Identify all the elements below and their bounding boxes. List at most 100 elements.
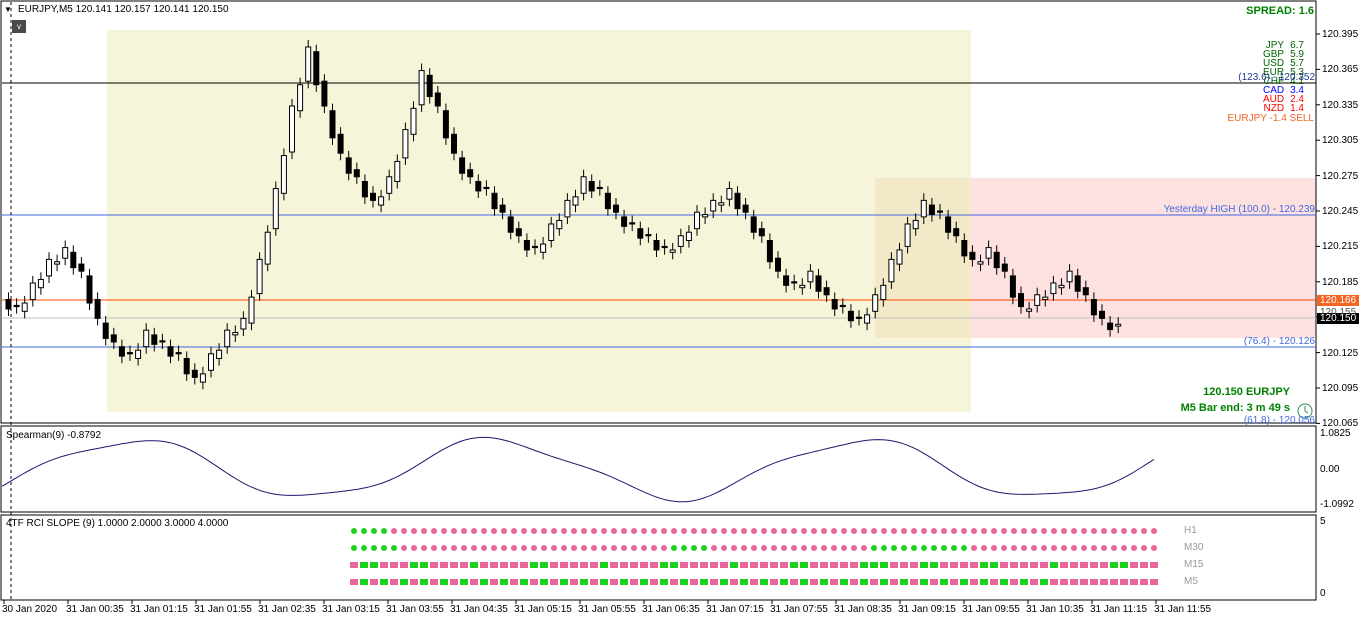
rci-dot <box>781 545 787 551</box>
candle-body <box>280 155 287 194</box>
rci-dot <box>350 579 358 585</box>
rci-label: 4TF RCI SLOPE (9) 1.0000 2.0000 3.0000 4… <box>6 518 229 529</box>
rci-dot <box>351 545 357 551</box>
price-tick-label: 120.395 <box>1322 29 1359 40</box>
rci-dot <box>1030 562 1038 568</box>
rci-dot <box>761 545 767 551</box>
menu-button[interactable]: v <box>12 20 26 33</box>
rci-dot <box>891 545 897 551</box>
rci-dot <box>860 562 868 568</box>
candle-body <box>361 181 368 198</box>
rci-dot <box>621 528 627 534</box>
spearman-line <box>1 436 1155 503</box>
rci-dot <box>780 562 788 568</box>
rci-dot <box>1151 545 1157 551</box>
rci-dot <box>691 545 697 551</box>
rci-dot <box>721 528 727 534</box>
rci-dot <box>540 562 548 568</box>
candle-body <box>272 188 279 230</box>
rci-dot <box>911 545 917 551</box>
rci-dot <box>491 545 497 551</box>
rci-dot <box>1070 562 1078 568</box>
candle-body <box>313 51 320 86</box>
currency-row-cad: CAD 3.4 <box>1263 86 1304 96</box>
fib-618-label: (61.8) - 120.056 <box>1243 415 1315 426</box>
candle-body <box>94 299 101 319</box>
axis-ticks <box>3 33 1320 604</box>
rci-dot <box>871 528 877 534</box>
rci-dot <box>910 579 918 585</box>
rci-dot <box>371 528 377 534</box>
rci-dot <box>421 545 427 551</box>
rci-dot <box>1140 579 1148 585</box>
candle-body <box>880 284 887 300</box>
rci-dot <box>830 579 838 585</box>
candle-body <box>143 329 150 348</box>
rci-dot <box>631 545 637 551</box>
rci-dot <box>561 545 567 551</box>
collapse-arrow-icon[interactable]: ▼ <box>4 5 12 14</box>
spearman-axis-bottom: -1.0992 <box>1320 499 1354 510</box>
candle-body <box>669 249 676 253</box>
currency-value: 5.7 <box>1290 58 1304 69</box>
rci-dot <box>450 579 458 585</box>
rci-dot <box>830 562 838 568</box>
rci-dot <box>970 562 978 568</box>
rci-dot <box>650 562 658 568</box>
rci-dot <box>1011 545 1017 551</box>
rci-dot <box>1120 579 1128 585</box>
rci-dot <box>390 579 398 585</box>
candle-body <box>337 133 344 154</box>
spearman-curve <box>1 436 1155 503</box>
rci-dot <box>711 545 717 551</box>
candle-body <box>1058 284 1065 289</box>
rci-dot <box>940 562 948 568</box>
price-tick-label: 120.215 <box>1322 241 1359 253</box>
rci-dot <box>1031 545 1037 551</box>
rci-dot <box>920 562 928 568</box>
rci-dot <box>730 579 738 585</box>
rci-dot <box>570 579 578 585</box>
rci-dot <box>800 562 808 568</box>
rci-dot <box>440 579 448 585</box>
fib-764-label: (76.4) - 120.126 <box>1243 336 1315 347</box>
rci-dot <box>651 528 657 534</box>
price-tick-label: 120.365 <box>1322 64 1359 76</box>
currency-name: JPY <box>1265 40 1285 51</box>
candle-body <box>13 304 20 308</box>
rci-dot <box>621 545 627 551</box>
rci-dot <box>901 545 907 551</box>
rci-dot <box>1010 579 1018 585</box>
currency-row-jpy: JPY 6.7 <box>1266 41 1304 51</box>
rci-dot <box>571 545 577 551</box>
candle-body <box>1026 308 1033 312</box>
rci-dot <box>500 579 508 585</box>
candle-body <box>523 240 530 251</box>
rci-dot <box>811 545 817 551</box>
rci-dot <box>870 562 878 568</box>
rci-dot <box>881 528 887 534</box>
candle-body <box>199 373 206 383</box>
rci-dot <box>681 545 687 551</box>
time-tick-label: 31 Jan 03:15 <box>322 604 380 615</box>
candle-body <box>70 251 77 269</box>
rci-dot <box>610 579 618 585</box>
candles <box>5 39 1122 390</box>
rci-dot <box>750 562 758 568</box>
rci-dot <box>481 545 487 551</box>
rci-dot <box>880 579 888 585</box>
rci-dot <box>820 562 828 568</box>
rci-dot <box>521 545 527 551</box>
rci-dot <box>431 528 437 534</box>
rci-dot <box>1001 528 1007 534</box>
candle-body <box>791 281 798 284</box>
rci-dot <box>540 579 548 585</box>
rci-dot <box>500 562 508 568</box>
rci-dot <box>750 579 758 585</box>
candle-body <box>621 216 628 227</box>
candle-body <box>29 282 36 301</box>
rci-dot <box>890 579 898 585</box>
rci-dot <box>550 562 558 568</box>
rci-dot <box>671 545 677 551</box>
